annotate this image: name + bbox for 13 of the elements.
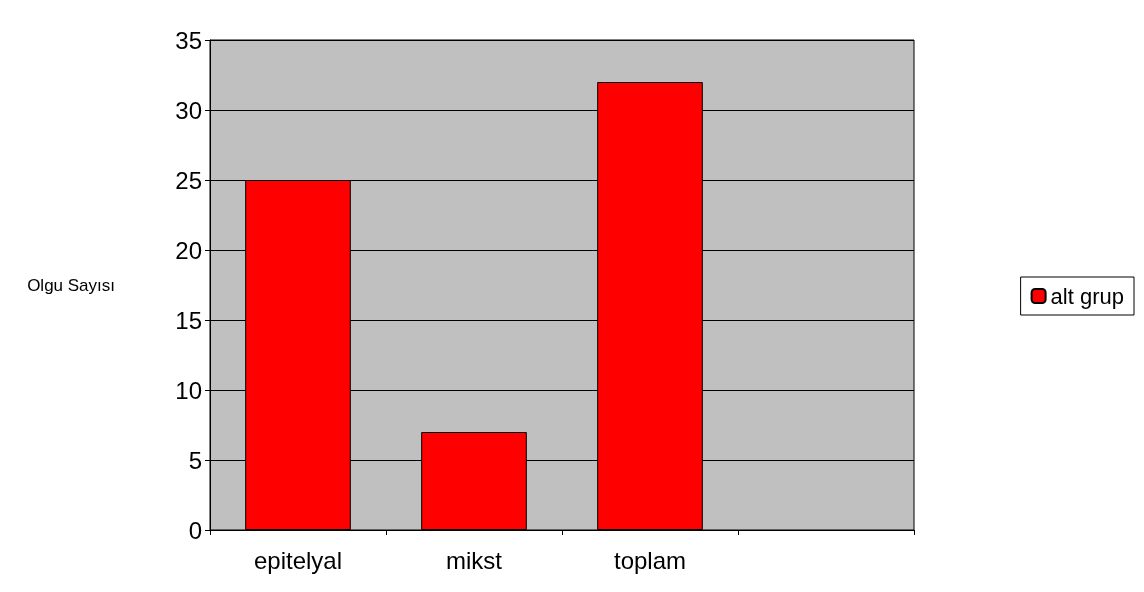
legend-label: alt grup: [1050, 283, 1125, 309]
y-tick-label: 25: [175, 166, 202, 194]
y-tick-label: 0: [188, 516, 202, 544]
y-axis-title: Olgu Sayısı: [27, 275, 115, 295]
y-tick-label: 10: [175, 376, 202, 404]
x-tick-label: epitelyal: [253, 546, 343, 574]
y-tick-label: 5: [188, 446, 202, 474]
y-tick-label: 15: [175, 306, 202, 334]
y-tick-label: 35: [175, 26, 202, 54]
y-tick-label: 30: [175, 96, 202, 124]
x-tick-label: toplam: [613, 546, 687, 574]
x-tick-label: mikst: [446, 546, 503, 574]
y-tick-label: 20: [175, 236, 202, 264]
